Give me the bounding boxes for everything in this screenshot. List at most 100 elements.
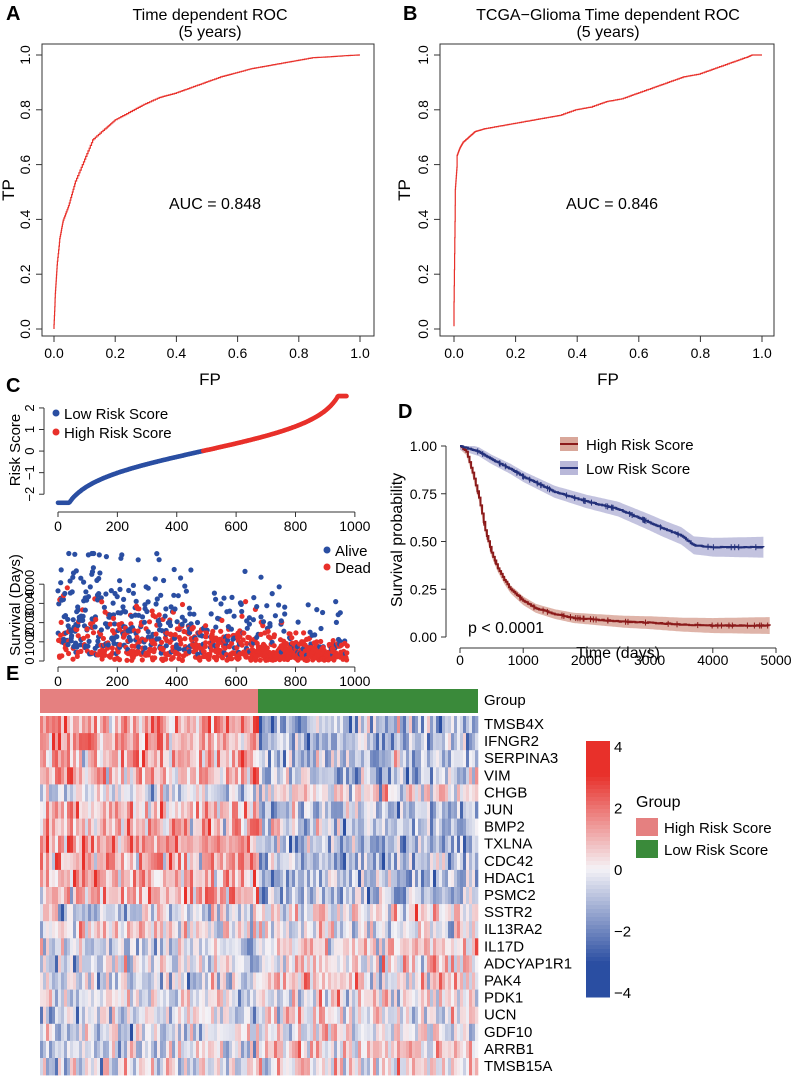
heatmap-cell [277, 1058, 281, 1076]
heatmap-cell [253, 869, 257, 888]
survival-point [70, 617, 76, 623]
heatmap-cell [142, 716, 146, 734]
heatmap-cell [349, 904, 353, 922]
heatmap-cell [52, 904, 56, 922]
heatmap-cell [475, 1006, 479, 1025]
heatmap-cell [322, 972, 326, 990]
heatmap-cell [205, 1040, 209, 1059]
heatmap-cell [145, 1006, 149, 1025]
heatmap-cell [325, 801, 329, 819]
heatmap-cell [100, 955, 104, 973]
heatmap-cell [175, 1006, 179, 1025]
heatmap-cell [463, 767, 467, 785]
heatmap-cell [88, 921, 92, 939]
heatmap-cell [394, 852, 398, 871]
heatmap-cell [385, 904, 389, 922]
heatmap-cell [190, 1040, 194, 1059]
heatmap-cell [424, 869, 428, 888]
heatmap-cell [199, 972, 203, 990]
heatmap-cell [319, 1023, 323, 1042]
heatmap-cell [337, 972, 341, 990]
heatmap-cell [67, 818, 71, 836]
heatmap-cell [124, 750, 128, 768]
heatmap-cell [91, 784, 95, 802]
survival-point [69, 589, 75, 595]
heatmap-cell [199, 938, 203, 956]
heatmap-cell [313, 1023, 317, 1042]
heatmap-cell [466, 904, 470, 922]
heatmap-cell [190, 1058, 194, 1076]
heatmap-cell [325, 818, 329, 836]
heatmap-cell [175, 733, 179, 751]
heatmap-cell [349, 869, 353, 888]
heatmap-cell [250, 955, 254, 973]
heatmap-cell [196, 818, 200, 836]
heatmap-cell [475, 767, 479, 785]
heatmap-cell [94, 852, 98, 871]
heatmap-cell [148, 818, 152, 836]
heatmap-cell [49, 989, 53, 1007]
heatmap-cell [298, 989, 302, 1007]
heatmap-cell [343, 972, 347, 990]
heatmap-cell [184, 1006, 188, 1025]
heatmap-cell [130, 972, 134, 990]
survival-point [91, 550, 97, 557]
heatmap-cell [154, 972, 158, 990]
heatmap-cell [355, 852, 359, 871]
heatmap-cell [214, 887, 218, 905]
heatmap-cell [211, 750, 215, 768]
heatmap-cell [145, 972, 149, 990]
heatmap-cell [100, 972, 104, 990]
heatmap-cell [343, 852, 347, 871]
heatmap-cell [217, 784, 221, 802]
heatmap-cell [439, 767, 443, 785]
heatmap-cell [205, 904, 209, 922]
heatmap-cell [433, 955, 437, 973]
heatmap-cell [457, 887, 461, 905]
heatmap-cell [376, 921, 380, 939]
heatmap-cell [175, 750, 179, 768]
heatmap-cell [346, 835, 350, 854]
heatmap-cell [439, 1023, 443, 1042]
survival-point [120, 604, 126, 610]
heatmap-cell [373, 750, 377, 768]
heatmap-cell [325, 1058, 329, 1076]
heatmap-cell [412, 938, 416, 956]
heatmap-cell [205, 1058, 209, 1076]
heatmap-cell [133, 972, 137, 990]
heatmap-cell [358, 869, 362, 888]
heatmap-cell [184, 1058, 188, 1076]
heatmap-cell [139, 750, 143, 768]
heatmap-cell [100, 869, 104, 888]
heatmap-cell [259, 938, 263, 956]
heatmap-cell [436, 904, 440, 922]
heatmap-cell [370, 1006, 374, 1025]
heatmap-cell [412, 887, 416, 905]
heatmap-cell [184, 921, 188, 939]
heatmap-cell [142, 955, 146, 973]
heatmap-cell [151, 733, 155, 751]
heatmap-cell [346, 955, 350, 973]
heatmap-cell [400, 887, 404, 905]
heatmap-cell [337, 733, 341, 751]
heatmap-cell [316, 1006, 320, 1025]
heatmap-cell [259, 1058, 263, 1076]
heatmap-cell [133, 818, 137, 836]
heatmap-cell [196, 835, 200, 854]
heatmap-cell [139, 716, 143, 734]
heatmap-cell [298, 750, 302, 768]
heatmap-cell [163, 904, 167, 922]
heatmap-cell [352, 750, 356, 768]
heatmap-cell [316, 750, 320, 768]
heatmap-cell [304, 921, 308, 939]
heatmap-cell [403, 904, 407, 922]
heatmap-cell [316, 989, 320, 1007]
heatmap-cell [100, 784, 104, 802]
survival-point [265, 628, 271, 635]
heatmap-cell [361, 1040, 365, 1059]
heatmap-cell [67, 784, 71, 802]
heatmap-cell [304, 767, 308, 785]
heatmap-cell [253, 955, 257, 973]
heatmap-cell [304, 784, 308, 802]
survival-point [156, 636, 162, 642]
